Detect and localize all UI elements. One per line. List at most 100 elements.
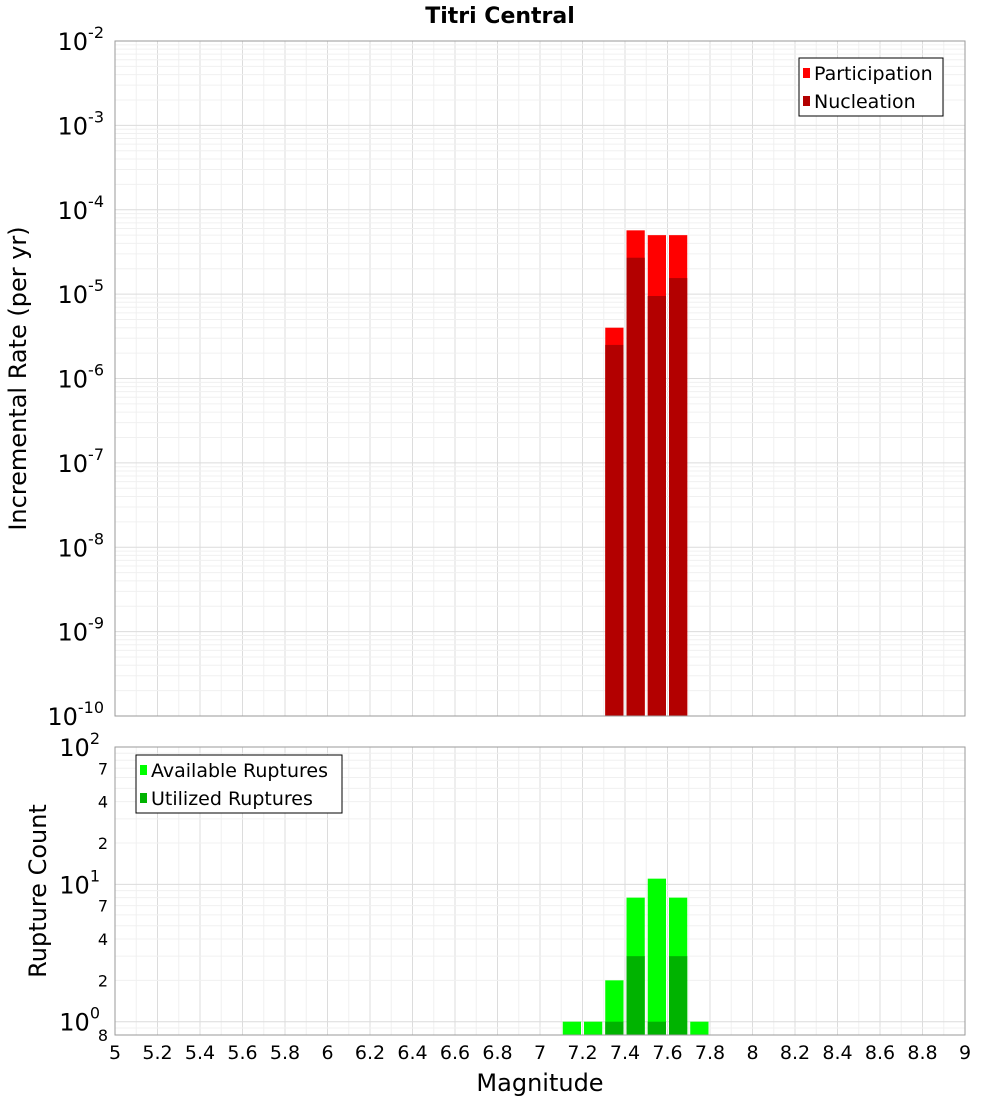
x-tick-label: 9 [959, 1042, 971, 1064]
x-axis-label: Magnitude [476, 1069, 603, 1097]
rate-y-tick-base: 10 [58, 281, 89, 309]
x-tick-label: 8.2 [780, 1042, 810, 1064]
rate-y-tick-exponent: -7 [88, 445, 104, 464]
x-tick-label: 8 [746, 1042, 758, 1064]
x-tick-label: 6 [321, 1042, 333, 1064]
x-tick-label: 5.8 [270, 1042, 300, 1064]
rate-y-tick-exponent: -4 [88, 192, 104, 211]
count-y-tick-base: 10 [59, 871, 90, 899]
count-plot-frame [114, 746, 966, 1036]
rate-legend-swatch [803, 96, 810, 106]
count-y-tick-label: 102 [59, 729, 100, 762]
rate-y-tick-base: 10 [58, 534, 89, 562]
count-plot-y-axis-label: Rupture Count [24, 804, 52, 978]
x-axis-ticks: 5 5.2 5.4 5.6 5.8 6 6.2 6.4 6.6 6.8 7 7.2 7.4 7.6 7.8 8… [109, 1042, 971, 1064]
count-y-tick-base: 10 [59, 734, 90, 762]
rate-y-tick-base: 10 [58, 619, 89, 647]
rate-y-tick-base: 10 [58, 28, 89, 56]
count-y-tick-exponent: 1 [90, 866, 100, 885]
x-tick-label: 6.8 [482, 1042, 512, 1064]
x-tick-label: 6.6 [440, 1042, 470, 1064]
rate-plot-bars [605, 230, 688, 716]
rate-y-tick-exponent: -2 [88, 23, 104, 42]
count-y-minor-tick-label: 7 [98, 897, 108, 916]
rate-bar-1-3 [669, 278, 688, 716]
rate-plot-frame [114, 40, 966, 717]
count-bar-1-3 [626, 956, 645, 1035]
x-tick-label: 7.6 [652, 1042, 682, 1064]
rate-plot-legend: Participation Nucleation [798, 57, 944, 117]
rate-y-tick-base: 10 [58, 197, 89, 225]
rate-y-tick-label: 10-4 [58, 192, 105, 225]
x-tick-label: 6.2 [355, 1042, 385, 1064]
count-y-minor-tick-label: 8 [98, 1026, 108, 1045]
rate-y-tick-base: 10 [58, 366, 89, 394]
rate-y-tick-label: 10-6 [58, 361, 105, 394]
x-tick-label: 5.2 [142, 1042, 172, 1064]
rate-legend-label: Nucleation [814, 91, 916, 113]
count-legend-box [135, 754, 343, 814]
x-tick-label: 5.4 [185, 1042, 215, 1064]
count-y-tick-exponent: 0 [90, 1004, 100, 1023]
count-y-tick-label: 100 [59, 1004, 100, 1037]
x-tick-label: 7.4 [610, 1042, 640, 1064]
count-y-tick-label: 101 [59, 866, 100, 899]
count-plot-bars [562, 878, 709, 1035]
count-y-minor-tick-label: 2 [98, 834, 108, 853]
rate-legend-label: Participation [814, 63, 933, 85]
count-bar-1-5 [669, 956, 688, 1035]
rate-bar-1-0 [605, 344, 624, 716]
x-tick-label: 7.2 [567, 1042, 597, 1064]
count-bar-0-1 [584, 1021, 603, 1035]
rate-y-tick-base: 10 [58, 450, 89, 478]
x-tick-label: 5 [109, 1042, 121, 1064]
count-y-minor-tick-label: 4 [98, 930, 108, 949]
rate-y-tick-label: 10-2 [58, 23, 105, 56]
rate-y-tick-label: 10-5 [58, 276, 105, 309]
rate-y-tick-exponent: -3 [88, 107, 104, 126]
count-y-tick-base: 10 [59, 1009, 90, 1037]
count-plot-legend: Available Ruptures Utilized Ruptures [135, 754, 343, 814]
count-bar-0-6 [690, 1021, 709, 1035]
x-tick-label: 7.8 [695, 1042, 725, 1064]
x-tick-label: 7 [534, 1042, 546, 1064]
rate-legend-swatch [803, 68, 810, 78]
count-legend-swatch [140, 793, 147, 803]
rate-y-tick-exponent: -10 [78, 698, 104, 717]
x-tick-label: 8.6 [865, 1042, 895, 1064]
rate-y-tick-label: 10-8 [58, 529, 105, 562]
rate-y-tick-label: 10-3 [58, 107, 105, 140]
rate-y-tick-label: 10-7 [58, 445, 105, 478]
count-legend-swatch [140, 765, 147, 775]
count-bar-0-0 [562, 1021, 581, 1035]
rate-plot-y-axis-label: Incremental Rate (per yr) [4, 226, 32, 530]
count-bar-1-2 [605, 1021, 624, 1035]
chart-title: Titri Central [425, 4, 575, 29]
rate-y-tick-exponent: -9 [88, 614, 104, 633]
rate-bar-1-2 [647, 296, 666, 716]
count-bar-0-2 [605, 980, 624, 1035]
rate-y-tick-label: 10-10 [47, 698, 104, 731]
rate-y-tick-exponent: -5 [88, 276, 104, 295]
rate-y-tick-label: 10-9 [58, 614, 105, 647]
count-y-tick-exponent: 2 [90, 729, 100, 748]
count-legend-label: Available Ruptures [151, 760, 328, 782]
count-y-minor-tick-label: 4 [98, 793, 108, 812]
count-bar-1-4 [647, 1021, 666, 1035]
rate-bar-1-1 [626, 257, 645, 716]
x-tick-label: 6.4 [397, 1042, 427, 1064]
rate-y-tick-base: 10 [58, 112, 89, 140]
count-y-minor-tick-label: 2 [98, 971, 108, 990]
rate-legend-box [798, 57, 944, 117]
count-y-minor-tick-label: 7 [98, 759, 108, 778]
x-tick-label: 5.6 [227, 1042, 257, 1064]
rate-plot-grid [114, 40, 966, 717]
x-tick-label: 8.8 [907, 1042, 937, 1064]
x-tick-label: 8.4 [822, 1042, 852, 1064]
count-legend-label: Utilized Ruptures [151, 788, 313, 810]
